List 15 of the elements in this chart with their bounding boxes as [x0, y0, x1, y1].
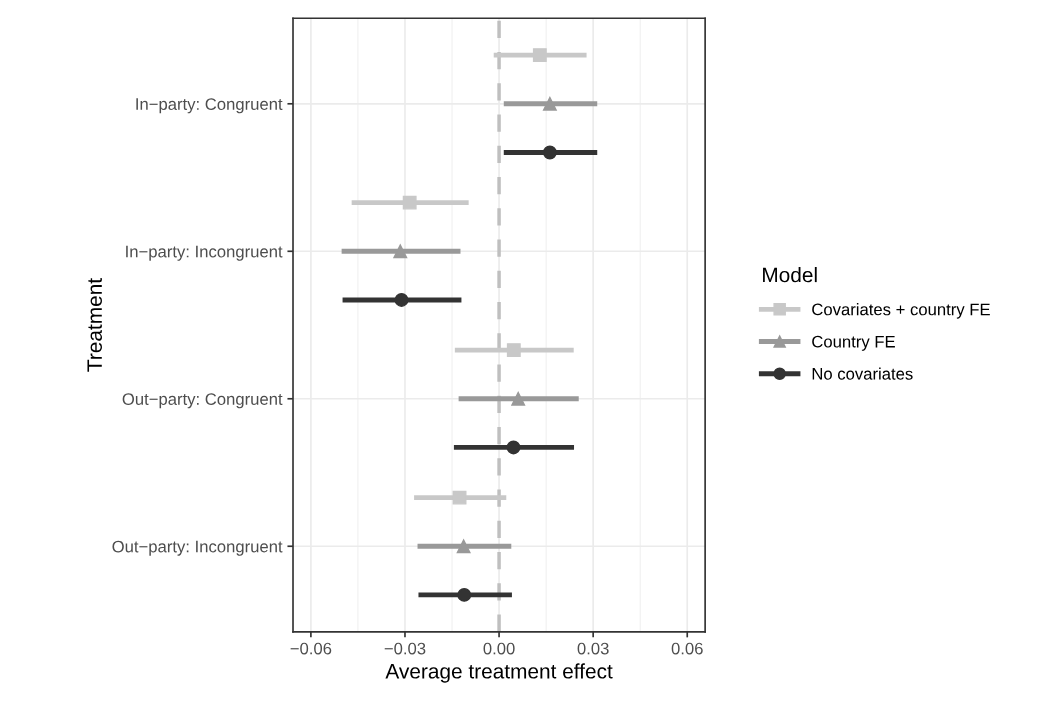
x-tick-label: 0.06	[671, 642, 703, 655]
y-tick-label: Out−party: Incongruent	[112, 540, 283, 556]
legend-label: Country FE	[812, 335, 895, 351]
legend-label: No covariates	[812, 367, 913, 380]
x-tick-label: −0.03	[384, 642, 426, 655]
x-tick-label: −0.06	[290, 642, 332, 655]
legend-label: Covariates + country FE	[812, 303, 990, 319]
x-tick-label: 0.03	[577, 642, 609, 655]
x-axis-title: Average treatment effect	[385, 663, 613, 683]
y-tick-label: In−party: Incongruent	[126, 245, 283, 261]
y-axis-title: Treatment	[87, 278, 102, 372]
y-tick-label: Out−party: Congruent	[122, 393, 283, 409]
x-tick-label: 0.00	[483, 642, 515, 655]
legend-title: Model	[763, 267, 817, 283]
y-tick-label: In−party: Congruent	[136, 98, 283, 114]
